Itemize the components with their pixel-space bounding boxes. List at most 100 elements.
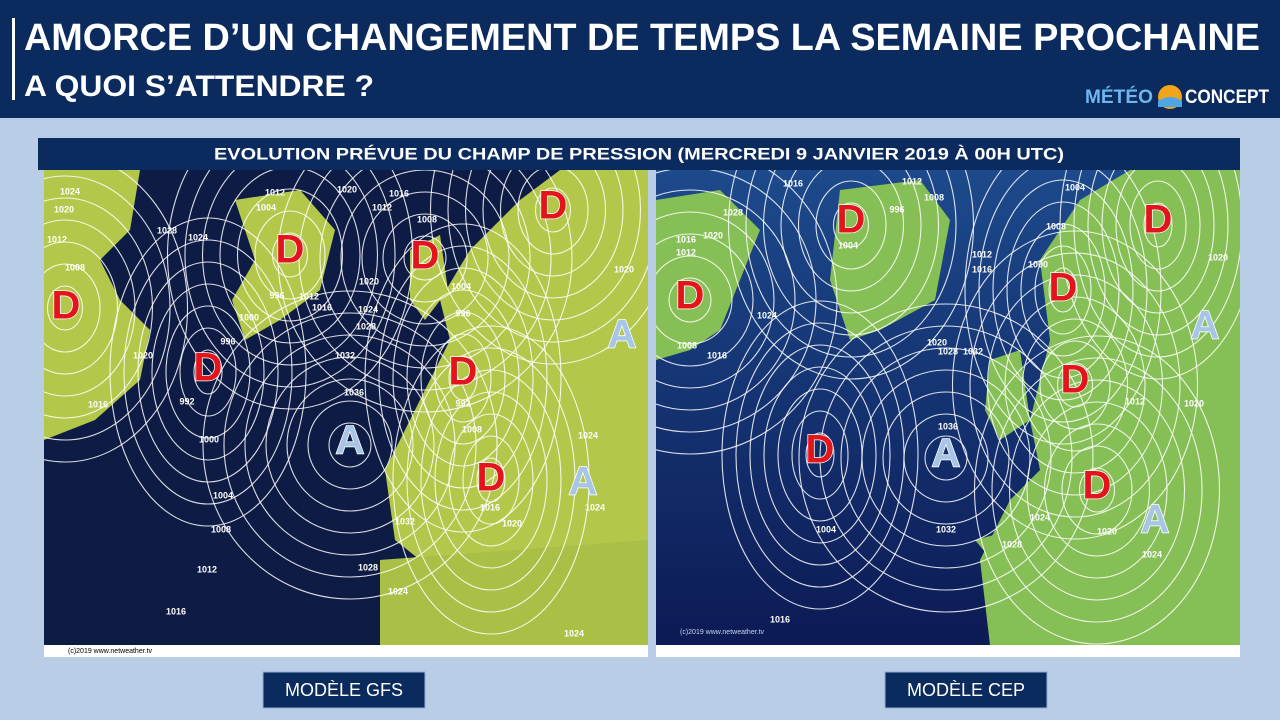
isobar [1034, 245, 1092, 335]
isobar-label: 1004 [256, 202, 276, 212]
isobar-label: 1020 [133, 350, 153, 360]
isobar [749, 344, 891, 566]
logo-wave [1158, 97, 1182, 107]
isobar-label: 1016 [783, 178, 803, 188]
isobar-label: 1008 [677, 340, 697, 350]
header-bar [0, 0, 1280, 118]
isobar-label: 1024 [358, 304, 378, 314]
isobar [951, 230, 1199, 540]
isobar [165, 305, 251, 439]
low-pressure: D [411, 234, 440, 278]
isobar [434, 391, 548, 569]
land [232, 190, 335, 340]
isobar [44, 241, 119, 375]
isobar [1059, 170, 1240, 380]
isobar [137, 261, 279, 483]
isobar-label: 1000 [1028, 259, 1048, 269]
isobar-label: 1024 [1030, 512, 1050, 522]
isobar [202, 290, 498, 600]
isobar [219, 170, 361, 344]
isobar-label: 1012 [47, 234, 67, 244]
banner-text: EVOLUTION PRÉVUE DU CHAMP DE PRESSION (M… [214, 144, 1064, 163]
isobar-label: 1008 [462, 424, 482, 434]
banner [38, 138, 1240, 170]
isobar [1039, 340, 1111, 430]
isobar [727, 170, 975, 380]
isobar [534, 187, 572, 233]
isobar-label: 1020 [1184, 398, 1204, 408]
low-pressure: D [539, 184, 568, 228]
low-pressure: D [1049, 266, 1078, 310]
land [975, 520, 1080, 570]
isobar-label: 1020 [927, 337, 947, 347]
isobar [1043, 423, 1151, 557]
isobar [434, 333, 492, 423]
isobar-label: 1028 [723, 207, 743, 217]
isobar [464, 170, 642, 321]
low-pressure: D [1083, 464, 1112, 508]
isobar [721, 300, 919, 610]
isobar-label: 1032 [395, 516, 415, 526]
isobar-label: 1004 [838, 240, 858, 250]
isobar [791, 410, 849, 500]
isobar [166, 170, 414, 410]
isobar-label: 1004 [1065, 182, 1085, 192]
low-pressure: D [837, 198, 866, 242]
isobar [448, 413, 534, 547]
isobar [656, 233, 754, 367]
low-pressure: D [1144, 198, 1173, 242]
isobar-label: 996 [889, 204, 904, 214]
isobar-label: 1016 [389, 188, 409, 198]
isobar [1061, 445, 1133, 535]
isobar-label: 1004 [213, 490, 233, 500]
isobar [986, 274, 1164, 496]
header-accent [12, 18, 15, 100]
isobar-label: 1032 [335, 350, 355, 360]
isobar [924, 435, 968, 481]
isobar-label: 1020 [614, 264, 634, 274]
low-pressure: D [676, 274, 705, 318]
isobar [1115, 170, 1201, 292]
isobar [462, 435, 520, 525]
isobar [991, 357, 1203, 623]
isobar-label: 1020 [337, 184, 357, 194]
high-pressure: A [1141, 498, 1170, 542]
isobar-label: 1004 [816, 524, 836, 534]
isobar [392, 325, 590, 635]
isobar-label: 1028 [358, 562, 378, 572]
isobar [46, 285, 84, 331]
low-pressure: D [194, 346, 223, 390]
isobar-label: 1008 [65, 262, 85, 272]
isobar [861, 369, 1031, 547]
isobar [123, 239, 293, 505]
title-line-1: AMORCE D’UN CHANGEMENT DE TEMPS LA SEMAI… [24, 17, 1260, 59]
isobar-label: 996 [455, 308, 470, 318]
isobar [361, 191, 489, 325]
isobar-label: 1012 [265, 187, 285, 197]
isobar-label: 1016 [166, 606, 186, 616]
isobar-label: 992 [179, 396, 194, 406]
isobar-label: 1020 [502, 518, 522, 528]
land [830, 180, 950, 340]
isobar [745, 170, 957, 358]
model-button[interactable] [884, 671, 1048, 709]
isobar [1129, 180, 1187, 270]
isobar-label: 1032 [963, 346, 983, 356]
isobar-label: 1016 [312, 302, 332, 312]
isobar [992, 179, 1134, 401]
isobar [44, 170, 189, 463]
isobar [328, 422, 372, 468]
isobar [780, 170, 922, 314]
isobar [964, 170, 1162, 445]
isobar [668, 277, 712, 323]
low-pressure: D [449, 350, 478, 394]
isobar [656, 189, 796, 411]
model-button[interactable] [262, 671, 426, 709]
isobar [798, 303, 1094, 613]
isobar [482, 170, 624, 299]
model-label: MODÈLE CEP [907, 680, 1025, 700]
isobar-label: 1024 [1142, 549, 1162, 559]
isobar [1020, 223, 1106, 357]
